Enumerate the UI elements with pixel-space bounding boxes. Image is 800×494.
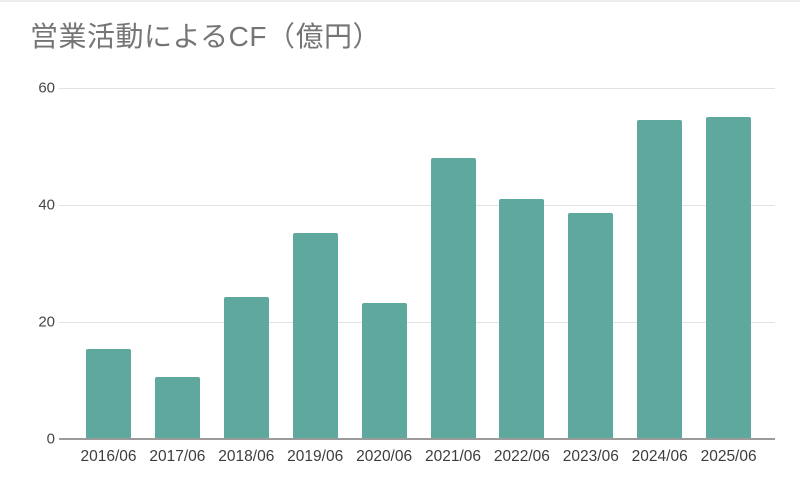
bar-2016-06: [86, 348, 131, 439]
y-axis-tick-label-40: 40: [38, 196, 55, 214]
bar-2025-06: [706, 117, 752, 439]
y-axis-tick-label-20: 20: [38, 313, 55, 331]
x-axis-tick-label-2018-06: 2018/06: [218, 448, 275, 465]
bar-2018-06: [223, 296, 269, 439]
bar-2020-06: [361, 302, 407, 439]
gridline-y-20: [59, 322, 775, 323]
window-top-border: [0, 0, 800, 2]
x-axis-line: [59, 438, 775, 440]
bar-2021-06: [430, 158, 476, 439]
x-axis-tick-label-2023-06: 2023/06: [562, 448, 619, 465]
x-axis-tick-label-2025-06: 2025/06: [700, 448, 757, 465]
x-axis-tick-label-2017-06: 2017/06: [149, 448, 206, 465]
x-axis-tick-label-2019-06: 2019/06: [287, 448, 344, 465]
bar-2024-06: [637, 119, 683, 439]
bar-2017-06: [154, 376, 200, 439]
x-axis-tick-label-2021-06: 2021/06: [424, 448, 482, 465]
x-axis-tick-label-2024-06: 2024/06: [631, 448, 688, 465]
bar-2019-06: [292, 233, 338, 439]
x-axis-tick-label-2022-06: 2022/06: [493, 448, 550, 465]
y-axis-tick-label-60: 60: [38, 79, 55, 97]
gridline-y-60: [59, 88, 775, 89]
bar-2023-06: [568, 212, 614, 439]
bar-2022-06: [499, 199, 545, 439]
x-axis-tick-label-2020-06: 2020/06: [356, 448, 413, 465]
chart-title: 営業活動によるCF（億円）: [30, 21, 381, 52]
y-axis-tick-label-0: 0: [46, 430, 55, 448]
gridline-y-40: [59, 205, 775, 206]
x-axis-tick-label-2016-06: 2016/06: [80, 448, 137, 465]
